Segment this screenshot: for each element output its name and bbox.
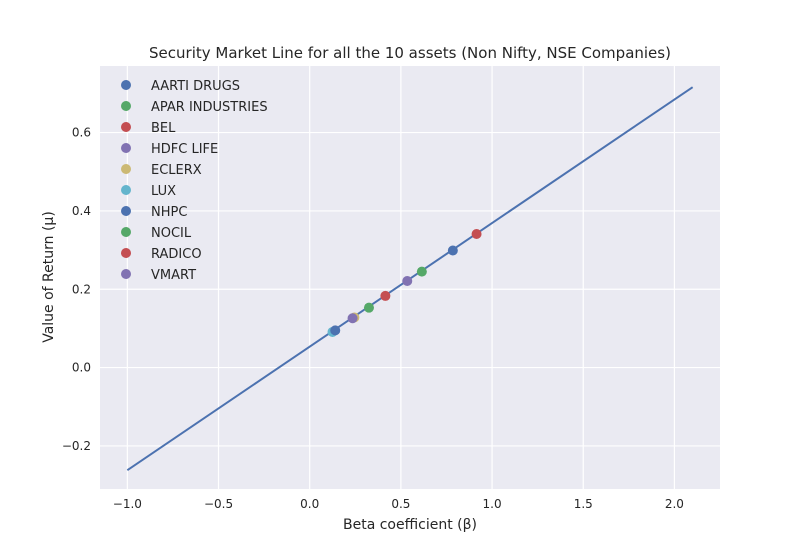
x-tick-label: 1.0 [483, 497, 502, 511]
y-tick-label: 0.2 [72, 282, 91, 296]
legend-label: HDFC LIFE [151, 142, 218, 157]
data-point [471, 229, 482, 240]
legend-marker [121, 122, 131, 132]
x-axis-label: Beta coefficient (β) [343, 517, 477, 533]
x-tick-label: 0.5 [391, 497, 410, 511]
y-axis-ticks: −0.2 0.0 0.2 0.4 0.6 [62, 126, 91, 453]
legend-label: NOCIL [151, 226, 192, 241]
legend-marker [121, 227, 131, 237]
x-tick-label: −1.0 [113, 497, 142, 511]
data-point [380, 290, 391, 301]
data-point [363, 302, 374, 313]
legend: AARTI DRUGS APAR INDUSTRIES BEL HDFC LIFE EC… [121, 79, 268, 283]
x-tick-label: 0.0 [300, 497, 319, 511]
legend-marker [121, 185, 131, 195]
chart-title: Security Market Line for all the 10 asse… [149, 44, 671, 62]
asset-points [327, 229, 482, 337]
x-tick-label: −0.5 [204, 497, 233, 511]
data-point [402, 276, 413, 287]
y-tick-label: −0.2 [62, 439, 91, 453]
x-tick-label: 1.5 [574, 497, 593, 511]
legend-label: NHPC [151, 205, 187, 220]
legend-marker [121, 80, 131, 90]
x-axis-ticks: −1.0 −0.5 0.0 0.5 1.0 1.5 2.0 [113, 497, 684, 511]
legend-label: APAR INDUSTRIES [151, 100, 268, 115]
y-tick-label: 0.6 [72, 126, 91, 140]
legend-label: BEL [151, 121, 176, 136]
legend-label: AARTI DRUGS [151, 79, 240, 94]
x-tick-label: 2.0 [665, 497, 684, 511]
legend-marker [121, 101, 131, 111]
legend-marker [121, 248, 131, 258]
y-axis-label: Value of Return (μ) [41, 211, 57, 343]
legend-marker [121, 164, 131, 174]
legend-marker [121, 206, 131, 216]
y-tick-label: 0.4 [72, 204, 91, 218]
legend-label: VMART [151, 268, 196, 283]
y-tick-label: 0.0 [72, 361, 91, 375]
data-point [330, 325, 341, 336]
data-point [416, 266, 427, 277]
data-point [347, 313, 358, 324]
legend-label: LUX [151, 184, 176, 199]
grid-lines [100, 66, 720, 489]
legend-label: ECLERX [151, 163, 202, 178]
legend-marker [121, 143, 131, 153]
data-point [447, 245, 458, 256]
legend-label: RADICO [151, 247, 202, 262]
legend-marker [121, 269, 131, 279]
